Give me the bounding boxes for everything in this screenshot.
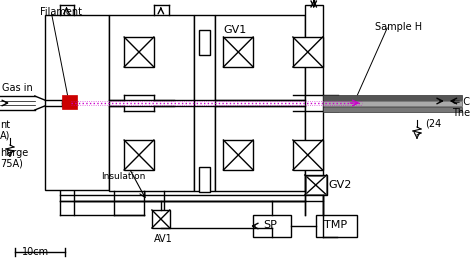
Text: GV2: GV2 — [328, 180, 352, 190]
Bar — [316, 215, 357, 237]
Bar — [109, 15, 193, 100]
Text: Filament: Filament — [40, 7, 82, 17]
Text: Gas in: Gas in — [2, 83, 33, 93]
Bar — [323, 95, 462, 100]
Text: Sample H: Sample H — [375, 22, 422, 32]
Bar — [305, 175, 327, 195]
Bar — [323, 107, 462, 112]
Bar — [152, 210, 170, 228]
Bar — [323, 101, 462, 106]
Bar — [45, 15, 109, 190]
Text: 75A): 75A) — [0, 158, 23, 168]
Text: TMP: TMP — [324, 220, 347, 230]
Bar — [223, 37, 253, 67]
Text: ⇐ C: ⇐ C — [452, 97, 470, 107]
Bar — [306, 176, 326, 194]
Text: SP: SP — [263, 220, 277, 230]
Text: AV1: AV1 — [154, 234, 173, 244]
Bar — [193, 15, 216, 191]
Bar — [109, 106, 193, 191]
Bar — [124, 37, 154, 67]
Text: A): A) — [0, 130, 10, 140]
Bar — [124, 140, 154, 170]
Text: 10cm: 10cm — [22, 247, 49, 257]
Text: The: The — [452, 108, 470, 118]
Text: nt: nt — [0, 120, 10, 130]
Bar — [293, 37, 323, 67]
Bar — [293, 140, 323, 170]
Bar — [223, 140, 253, 170]
Bar — [199, 30, 210, 55]
Bar — [216, 15, 305, 100]
Bar — [62, 95, 77, 109]
Bar — [253, 215, 291, 237]
Text: GV1: GV1 — [223, 25, 246, 35]
Bar — [216, 106, 305, 191]
Text: (24: (24 — [425, 118, 441, 128]
Text: Insulation: Insulation — [101, 172, 146, 181]
Bar — [199, 167, 210, 192]
Text: harge: harge — [0, 148, 28, 158]
Bar — [305, 5, 323, 201]
